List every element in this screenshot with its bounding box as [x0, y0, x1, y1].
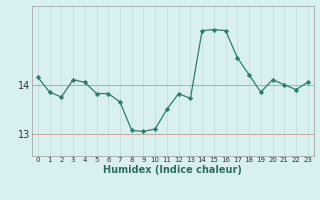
X-axis label: Humidex (Indice chaleur): Humidex (Indice chaleur) — [103, 165, 242, 175]
